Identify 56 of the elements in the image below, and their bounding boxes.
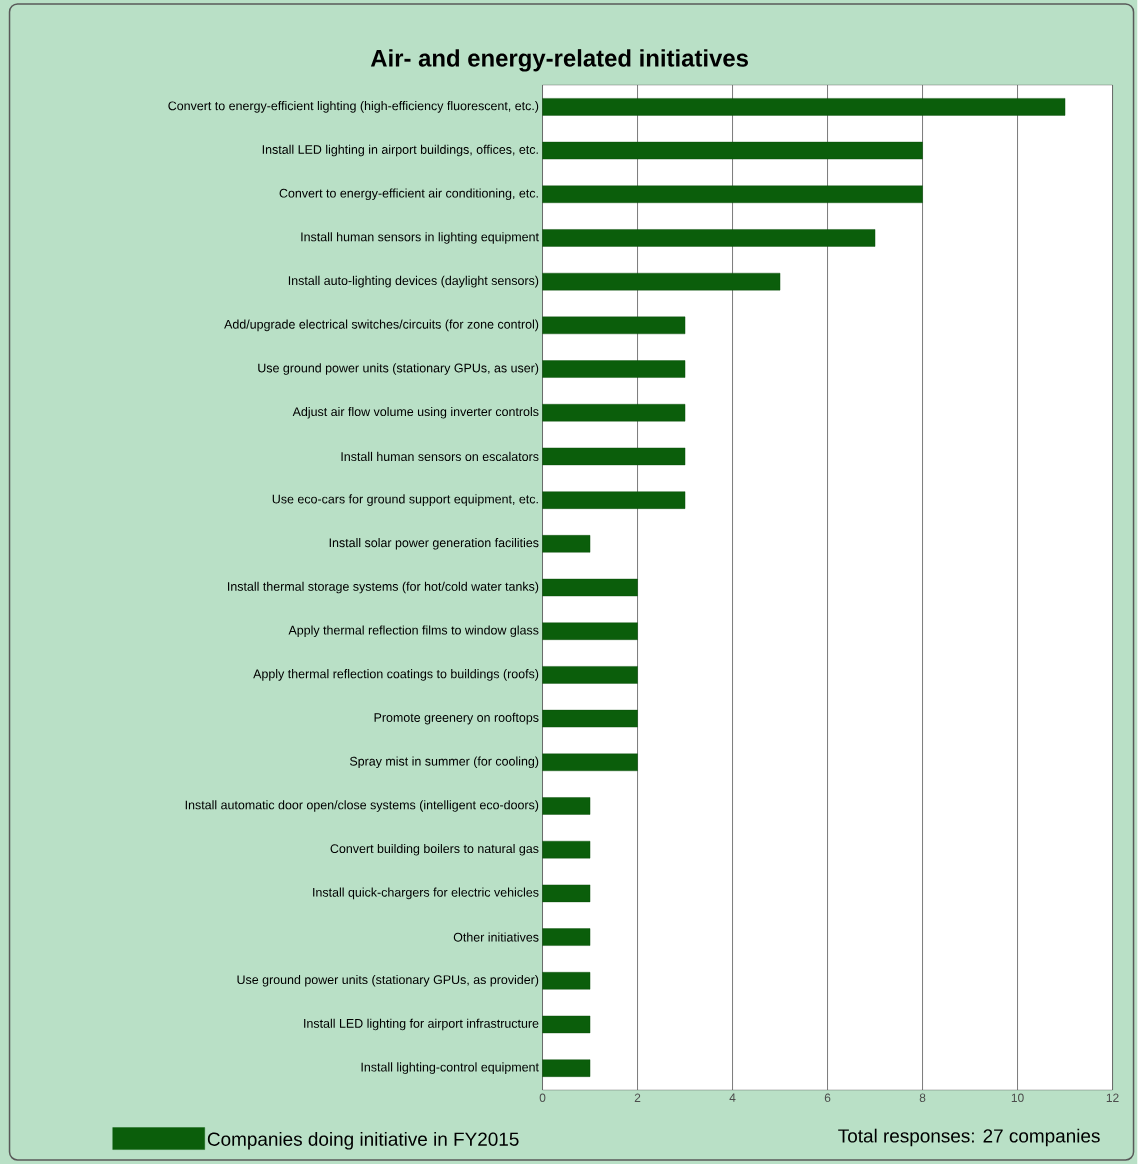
x-tick-label: 10 [1012, 1093, 1024, 1102]
y-tick-label: Convert to energy-efficient lighting (high-efficiency fluorescent, etc.) [168, 101, 539, 113]
y-tick-label: Use ground power units (stationary GPUs, as provider) [237, 974, 539, 987]
bar [542, 709, 638, 728]
y-tick-label: Spray mist in summer (for cooling) [350, 756, 539, 769]
bar [542, 1015, 591, 1034]
bar [542, 141, 923, 160]
x-tick-label: 6 [825, 1093, 831, 1102]
y-tick-label: Install quick-chargers for electric vehicles [313, 887, 539, 900]
y-tick-label: Other initiatives [454, 932, 539, 942]
x-tick-label: 8 [919, 1093, 926, 1102]
x-tick-label: 4 [729, 1093, 736, 1102]
x-tick-label: 2 [635, 1093, 641, 1102]
y-tick-label: Install auto-lighting devices (daylight sensors) [289, 275, 539, 288]
y-tick-label: Convert to energy-efficient air conditioning, etc. [279, 188, 539, 201]
bar [542, 491, 686, 509]
bar [542, 1059, 591, 1077]
bar [542, 622, 638, 640]
bar [542, 98, 1066, 116]
bar [542, 928, 591, 946]
y-tick-label: Promote greenery on rooftops [374, 712, 539, 725]
y-tick-label: Convert building boilers to natural gas [330, 843, 539, 856]
y-tick-label: Apply thermal reflection films to window glass [288, 625, 539, 638]
y-tick-label: Install automatic door open/close systems (intelligent eco-doors) [186, 800, 539, 812]
y-tick-label: Use eco-cars for ground support equipment, etc. [273, 494, 539, 506]
bar [542, 447, 686, 466]
y-tick-label: Adjust air flow volume using inverter controls [292, 406, 539, 419]
bar [542, 272, 781, 291]
bar [542, 840, 591, 859]
chart-title: Air- and energy-related initiatives [371, 49, 749, 72]
bar [542, 404, 686, 422]
bar [542, 666, 638, 684]
y-tick-label: Install LED lighting for airport infrastructure [304, 1018, 539, 1031]
bar [542, 797, 591, 815]
bar [542, 535, 591, 553]
bar [542, 185, 923, 203]
x-tick-label: 12 [1107, 1093, 1119, 1102]
bar [542, 229, 876, 247]
y-tick-label: Use ground power units (stationary GPUs, as user) [258, 363, 539, 375]
y-tick-label: Install human sensors in lighting equipment [301, 232, 540, 244]
bar [542, 316, 686, 335]
y-tick-label: Install human sensors on escalators [341, 451, 539, 462]
y-tick-label: Apply thermal reflection coatings to buildings (roofs) [253, 669, 539, 681]
y-tick-label: Add/upgrade electrical switches/circuits (for zone control) [224, 319, 539, 332]
bar [542, 884, 591, 903]
bar [542, 578, 638, 597]
legend-label: Companies doing initiative in FY2015 [208, 1131, 519, 1150]
y-tick-label: Install lighting-control equipment [361, 1062, 540, 1074]
bar [542, 972, 591, 990]
bar [542, 360, 686, 378]
y-tick-label: Install solar power generation facilities [329, 538, 539, 550]
text: Total responses: 27 companies [838, 1128, 1100, 1147]
x-tick-label: 0 [539, 1093, 546, 1102]
bar [542, 753, 638, 771]
y-tick-label: Install LED lighting in airport buildings, offices, etc. [263, 144, 539, 157]
y-tick-label: Install thermal storage systems (for hot/cold water tanks) [228, 581, 539, 594]
